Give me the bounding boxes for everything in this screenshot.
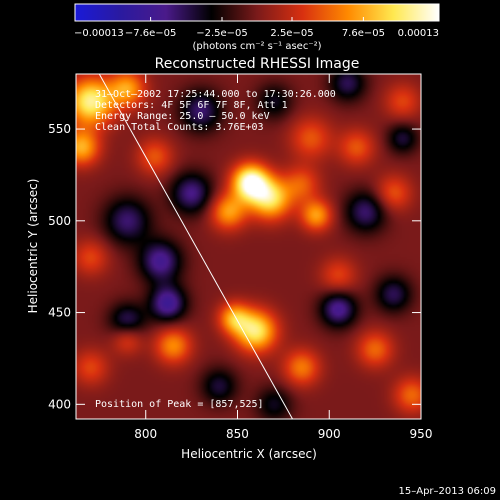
colorbar-tick-label: −7.6e−05 — [125, 28, 177, 39]
colorbar-tick-label: 2.5e−05 — [270, 28, 313, 39]
colorbar-unit-label: (photons cm⁻² s⁻¹ asec⁻²) — [192, 41, 321, 52]
annotation-energy: Energy Range: 25.0 – 50.0 keV — [95, 111, 270, 122]
colorbar-tick-label: 7.6e−05 — [342, 28, 385, 39]
heatmap-raster — [76, 74, 421, 419]
chart-title: Reconstructed RHESSI Image — [155, 56, 360, 72]
solar-limb-line — [98, 74, 293, 419]
colorbar-gradient — [74, 3, 440, 22]
x-tick-label: 900 — [318, 427, 341, 441]
image-annotations: 31–Oct–2002 17:25:44.000 to 17:30:26.000… — [95, 89, 336, 410]
plot-timestamp: 15–Apr–2013 06:09 — [399, 486, 496, 497]
y-axis-label: Heliocentric Y (arcsec) — [26, 179, 40, 314]
colorbar-tick-label: −2.5e−05 — [196, 28, 248, 39]
axis-ticks: 800 850 900 950 400 450 500 550 — [48, 74, 432, 441]
x-tick-label: 800 — [134, 427, 157, 441]
colorbar-tick-label: 0.00013 — [398, 28, 439, 39]
colorbar-ticks: −0.00013 −7.6e−05 −2.5e−05 2.5e−05 7.6e−05 0.… — [74, 17, 440, 39]
y-tick-label: 550 — [48, 122, 71, 136]
annotation-counts: Clean Total Counts: 3.76E+03 — [95, 122, 264, 133]
y-tick-label: 400 — [48, 397, 71, 411]
heatmap-image — [76, 74, 421, 419]
annotation-time: 31–Oct–2002 17:25:44.000 to 17:30:26.000 — [95, 89, 336, 100]
colorbar-tick-label: −0.00013 — [74, 28, 124, 39]
colorbar: −0.00013 −7.6e−05 −2.5e−05 2.5e−05 7.6e−05 0.… — [74, 3, 440, 52]
y-tick-label: 450 — [48, 306, 71, 320]
peak-position-label: Position of Peak = [857,525] — [95, 399, 264, 410]
y-tick-label: 500 — [48, 214, 71, 228]
x-tick-label: 950 — [410, 427, 433, 441]
x-axis-label: Heliocentric X (arcsec) — [181, 447, 317, 461]
plot-frame — [75, 73, 422, 420]
x-tick-label: 850 — [226, 427, 249, 441]
annotation-detectors: Detectors: 4F 5F 6F 7F 8F, Att 1 — [95, 100, 288, 111]
